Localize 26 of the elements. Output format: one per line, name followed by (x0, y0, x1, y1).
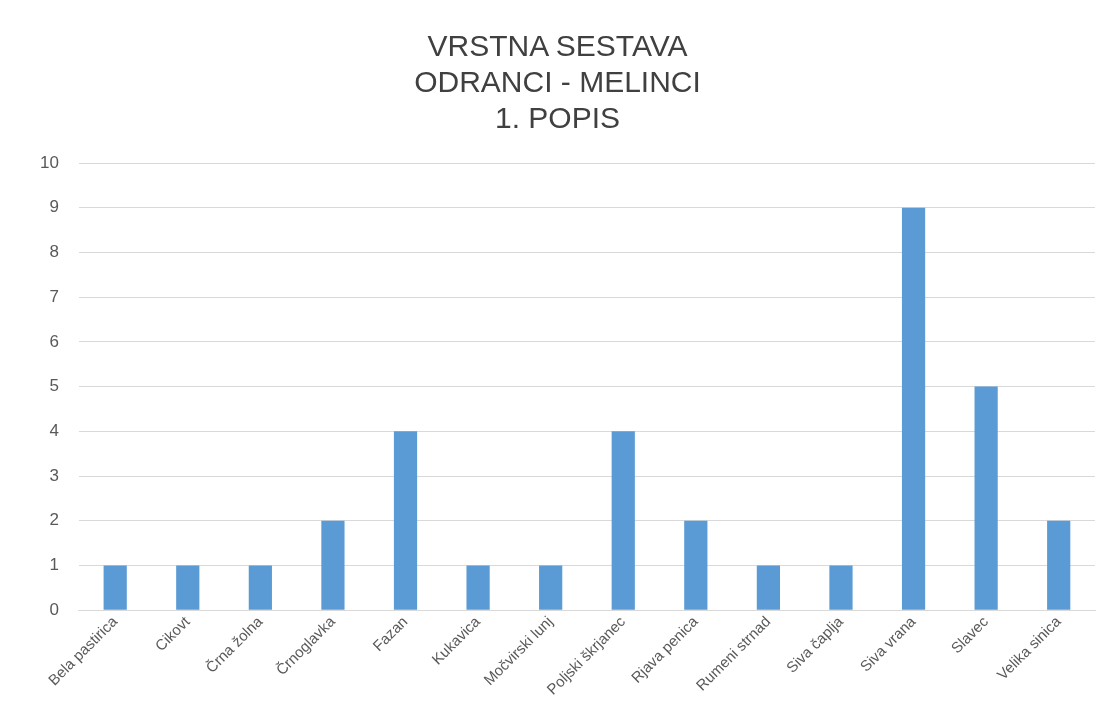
y-tick-label: 7 (49, 286, 59, 306)
bar (901, 207, 926, 610)
bar (466, 565, 490, 610)
bar (829, 565, 853, 610)
y-tick-label: 2 (49, 510, 59, 530)
bar (176, 565, 200, 610)
y-tick-label: 3 (49, 465, 59, 485)
y-tick-label: 0 (49, 599, 59, 619)
y-tick-label: 4 (49, 421, 59, 440)
bar (539, 565, 563, 610)
bar (393, 431, 418, 610)
bar (611, 431, 635, 610)
y-tick-label: 6 (49, 331, 59, 351)
bar (248, 565, 272, 610)
y-tick-label: 9 (49, 197, 59, 217)
bar (321, 520, 345, 610)
bar (1047, 520, 1071, 610)
y-tick-label: 10 (39, 152, 59, 172)
y-tick-label: 1 (49, 555, 59, 575)
bar (756, 565, 781, 610)
chart-title: VRSTNA SESTAVA ODRANCI - MELINCI 1. POPIS (414, 29, 701, 135)
bar (974, 386, 998, 610)
bar (103, 565, 127, 610)
bar (684, 520, 708, 610)
y-tick-label: 8 (49, 242, 59, 262)
y-tick-label: 5 (49, 376, 59, 396)
